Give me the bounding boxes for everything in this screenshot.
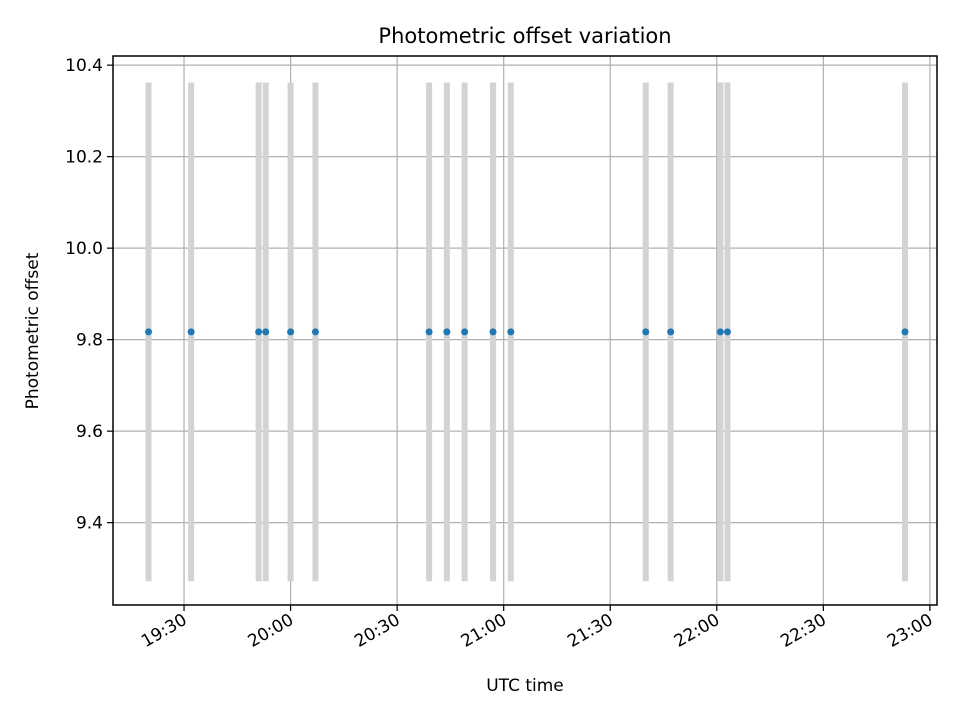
data-point [667, 328, 675, 336]
y-tick-label: 10.2 [65, 148, 103, 168]
data-point [901, 328, 909, 336]
data-point [145, 328, 153, 336]
data-point [443, 328, 451, 336]
y-axis-ticks: 9.4 9.6 9.8 10.0 10.2 10.4 [65, 56, 113, 534]
data-point [425, 328, 433, 336]
y-tick-label: 10.0 [65, 239, 103, 259]
data-point [187, 328, 195, 336]
data-point [716, 328, 724, 336]
data-point [507, 328, 515, 336]
y-axis-label: Photometric offset [23, 252, 43, 409]
data-points [145, 328, 909, 336]
data-point [489, 328, 497, 336]
data-point [642, 328, 650, 336]
chart-title: Photometric offset variation [378, 24, 671, 48]
data-point [287, 328, 295, 336]
data-point [262, 328, 270, 336]
y-tick-label: 9.4 [76, 514, 103, 534]
y-tick-label: 10.4 [65, 56, 103, 76]
y-tick-label: 9.8 [76, 331, 103, 351]
grid-lines [113, 56, 937, 605]
data-point [255, 328, 263, 336]
data-point [311, 328, 319, 336]
data-point [723, 328, 731, 336]
data-point [461, 328, 469, 336]
x-axis-label: UTC time [486, 676, 564, 696]
y-tick-label: 9.6 [76, 422, 103, 442]
plot-frame [112, 55, 938, 606]
